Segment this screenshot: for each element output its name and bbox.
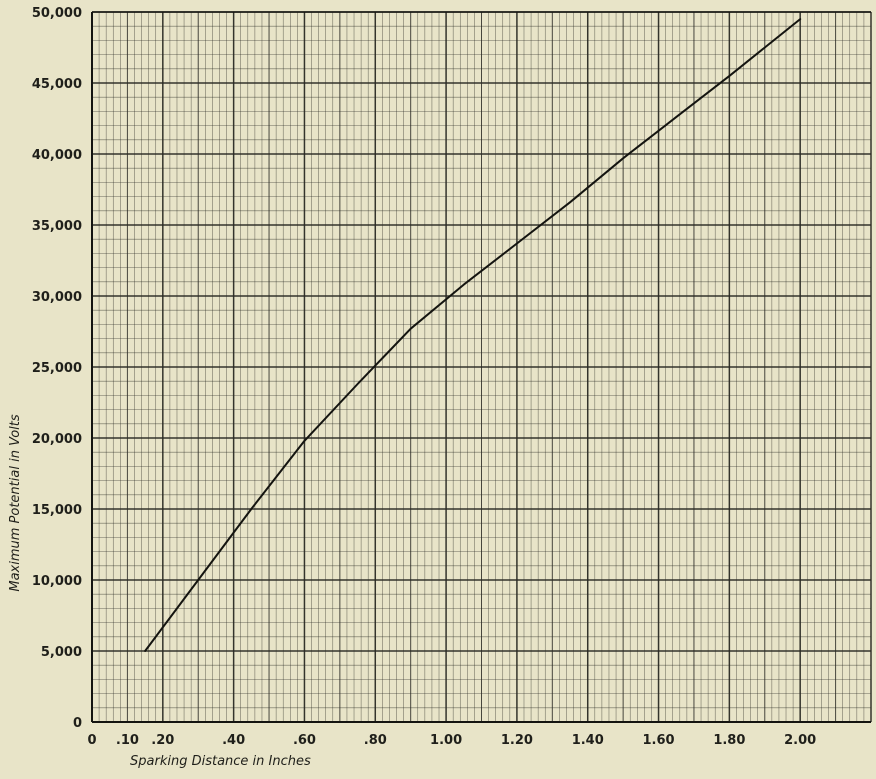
x-tick-label: .40 [222, 733, 245, 748]
y-tick-label: 50,000 [32, 6, 82, 21]
x-tick-label: .80 [364, 733, 387, 748]
y-tick-label: 20,000 [32, 432, 82, 447]
y-tick-label: 10,000 [32, 574, 82, 589]
x-axis-title: Sparking Distance in Inches [130, 754, 311, 769]
y-axis-title: Maximum Potential in Volts [8, 414, 23, 592]
y-tick-label: 25,000 [32, 361, 82, 376]
series-line-0 [144, 18, 802, 652]
x-tick-label: .60 [293, 733, 316, 748]
x-tick-label: 0 [87, 733, 96, 748]
x-tick-label: .10 [116, 733, 139, 748]
x-tick-label: 1.40 [572, 733, 604, 748]
x-tick-label: 1.20 [501, 733, 533, 748]
x-tick-label: 1.80 [713, 733, 745, 748]
y-tick-label: 35,000 [32, 219, 82, 234]
x-tick-label: .20 [151, 733, 174, 748]
y-tick-label: 45,000 [32, 77, 82, 92]
y-tick-label: 5,000 [41, 645, 82, 660]
y-tick-label: 0 [73, 716, 82, 731]
series-layer [144, 18, 802, 652]
x-tick-label: 1.60 [643, 733, 675, 748]
x-tick-label: 1.00 [430, 733, 462, 748]
label-layer: 0 5,000 10,000 15,000 20,000 25,000 30,000 35,0… [32, 6, 816, 748]
y-tick-label: 30,000 [32, 290, 82, 305]
x-tick-label: 2.00 [784, 733, 816, 748]
y-tick-label: 15,000 [32, 503, 82, 518]
axis-layer [91, 11, 871, 723]
y-tick-label: 40,000 [32, 148, 82, 163]
